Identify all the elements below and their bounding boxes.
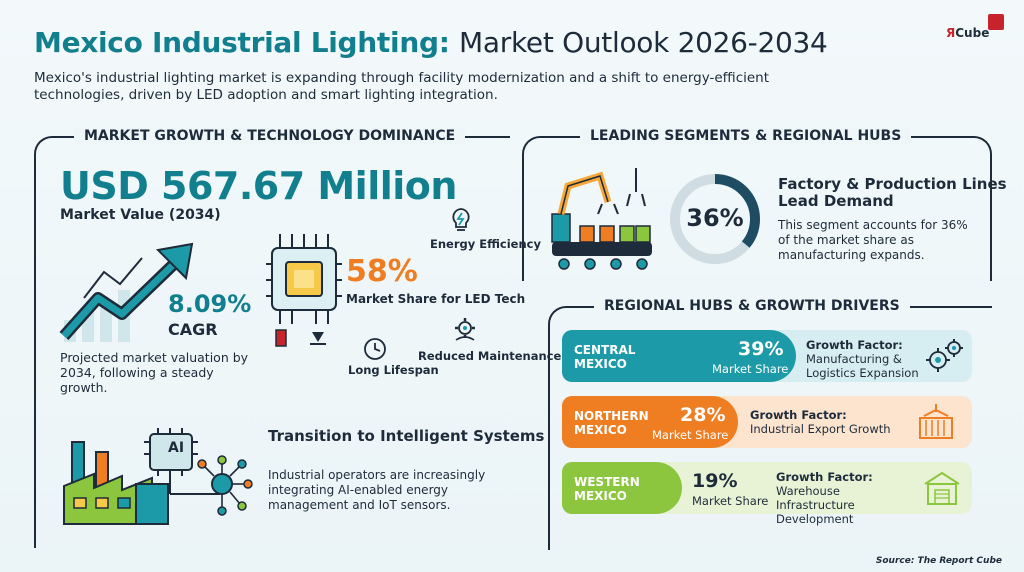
- region-bar-central: CENTRAL MEXICO 39% Market Share Growth F…: [562, 330, 972, 382]
- region-name: CENTRAL MEXICO: [574, 343, 636, 371]
- led-share-value: 58%: [346, 254, 418, 289]
- gears-icon: [926, 339, 963, 372]
- reduced-maintenance-label: Reduced Maintenance Costs: [418, 349, 601, 363]
- market-growth-title: MARKET GROWTH & TECHNOLOGY DOMINANCE: [74, 128, 466, 144]
- long-lifespan-label: Long Lifespan: [348, 363, 439, 377]
- warehouse-icon: [924, 471, 960, 505]
- segment-share-donut: 36%: [668, 172, 762, 266]
- led-share-label: Market Share for LED Tech: [346, 292, 526, 306]
- ai-chip-label: AI: [168, 440, 185, 456]
- cagr-value: 8.09%: [168, 290, 252, 318]
- logo-r: Я: [946, 26, 956, 40]
- clock-icon: [364, 338, 386, 360]
- title-accent: Mexico Industrial Lighting:: [34, 26, 450, 59]
- gear-icon: [455, 318, 475, 341]
- shipping-container-icon: [919, 404, 953, 439]
- segment-desc: This segment accounts for 36% of the mar…: [778, 218, 968, 262]
- cagr-label: CAGR: [168, 320, 218, 339]
- page-subtitle: Mexico's industrial lighting market is e…: [34, 70, 770, 103]
- logo-text: Cube: [955, 26, 990, 40]
- region-share: 19%: [692, 470, 738, 492]
- projection-text: Projected market valuation by 2034, foll…: [60, 350, 249, 395]
- led-chip-icon: [266, 234, 342, 347]
- page-title: Mexico Industrial Lighting: Market Outlo…: [34, 26, 828, 59]
- source-note: Source: The Report Cube: [875, 556, 1002, 566]
- region-share-label: Market Share: [652, 428, 729, 442]
- energy-efficiency-label: Energy Efficiency: [430, 237, 541, 251]
- region-name: NORTHERN MEXICO: [574, 409, 649, 437]
- region-share: 28%: [680, 404, 726, 426]
- region-name: WESTERN MEXICO: [574, 475, 640, 503]
- bulb-icon: [452, 208, 470, 231]
- market-value-label: Market Value (2034): [60, 207, 221, 223]
- segment-title: Factory & Production Lines Lead Demand: [778, 175, 1007, 210]
- region-growth-factor: Growth Factor: Warehouse Infrastructure …: [776, 470, 873, 526]
- market-value: USD 567.67 Million: [60, 164, 457, 208]
- region-bar-northern: NORTHERN MEXICO 28% Market Share Growth …: [562, 396, 972, 448]
- report-cube-logo: ЯCube: [944, 14, 1006, 44]
- smart-factory-icon: [63, 428, 253, 525]
- transition-title: Transition to Intelligent Systems: [268, 427, 545, 445]
- region-bar-western: WESTERN MEXICO 19% Market Share Growth F…: [562, 462, 972, 526]
- region-share: 39%: [738, 338, 784, 360]
- region-share-label: Market Share: [712, 362, 789, 376]
- transition-desc: Industrial operators are increasingly in…: [268, 468, 486, 512]
- title-rest: Market Outlook 2026-2034: [459, 26, 828, 59]
- robot-arm-icon: [551, 168, 652, 270]
- region-growth-factor: Growth Factor: Manufacturing & Logistics…: [806, 338, 919, 380]
- region-growth-factor: Growth Factor: Industrial Export Growth: [750, 408, 891, 436]
- cube-icon: [988, 14, 1004, 30]
- growth-arrow-icon: [59, 242, 194, 342]
- regional-hubs-title: REGIONAL HUBS & GROWTH DRIVERS: [594, 298, 910, 314]
- region-share-label: Market Share: [692, 494, 769, 508]
- segment-share-value: 36%: [686, 204, 744, 232]
- leading-segments-title: LEADING SEGMENTS & REGIONAL HUBS: [580, 128, 912, 144]
